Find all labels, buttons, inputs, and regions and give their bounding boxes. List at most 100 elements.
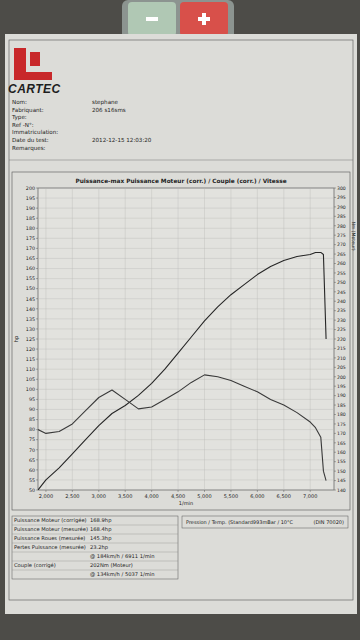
grid-line (38, 399, 334, 400)
y2-tick-label: 290 (337, 205, 346, 210)
y-tick-label: 190 (26, 206, 35, 211)
series-line (38, 252, 326, 490)
y-tick-label: 60 (29, 468, 35, 473)
y2-tick-label: 240 (337, 299, 346, 304)
tick (257, 490, 258, 492)
result-label: Puissance Roues (mesurée) (14, 535, 85, 541)
result-value: @ 184km/h / 6911 1/min (90, 553, 155, 559)
tick (334, 414, 336, 415)
grid-line (38, 369, 334, 370)
y-tick-label: 170 (26, 246, 35, 251)
tick (334, 471, 336, 472)
y-tick-label: 70 (29, 448, 35, 453)
tick (36, 208, 38, 209)
grid-line (38, 268, 334, 269)
grid-line (45, 188, 46, 490)
y-tick-label: 85 (29, 417, 35, 422)
grid-line (38, 459, 334, 460)
paper (5, 34, 357, 614)
y2-tick-label: 230 (337, 318, 346, 323)
tick (36, 459, 38, 460)
grid-line (38, 469, 334, 470)
x-tick-label: 4,000 (144, 493, 158, 499)
grid-line (38, 318, 334, 319)
grid-line (38, 490, 334, 491)
grid-line (38, 228, 334, 229)
grid-line (125, 188, 126, 490)
x-tick-label: 6,000 (250, 493, 264, 499)
grid-line (72, 188, 73, 490)
y-tick-label: 50 (29, 488, 35, 493)
y2-tick-label: 295 (337, 195, 346, 200)
grid-line (38, 328, 334, 329)
chart-title: Puissance-max Puissance Moteur (corr.) /… (75, 178, 286, 185)
y2-tick-label: 280 (337, 224, 346, 229)
y2-tick-label: 185 (337, 403, 346, 408)
tick (36, 198, 38, 199)
y2-tick-label: 275 (337, 233, 346, 238)
tick (334, 395, 336, 396)
result-value: 202Nm (Moteur) (90, 562, 133, 568)
plot-area (38, 188, 334, 490)
y-tick-label: 80 (29, 427, 35, 432)
plot-marks (38, 252, 326, 490)
tick (310, 490, 311, 492)
grid-line (178, 188, 179, 490)
grid-line (38, 439, 334, 440)
tick (334, 442, 336, 443)
icon-plus (146, 17, 158, 21)
y-tick-label: 140 (26, 307, 35, 312)
logo-text: CARTEC (8, 82, 61, 96)
y-tick-label: 180 (26, 226, 35, 231)
tick (36, 218, 38, 219)
y2-tick-label: 200 (337, 375, 346, 380)
grid-line (38, 218, 334, 219)
tick (334, 490, 336, 491)
y2-tick-label: 265 (337, 252, 346, 257)
y-axis-label: hp (13, 335, 20, 342)
x-tick-label: 3,000 (92, 493, 106, 499)
y2-tick-label: 155 (337, 459, 346, 464)
y-tick-label: 105 (26, 377, 35, 382)
grid-line (38, 288, 334, 289)
tick (36, 490, 38, 491)
field-label: Nom: (12, 99, 27, 105)
grid-line (230, 188, 231, 490)
y2-tick-label: 195 (337, 384, 346, 389)
standard: (DIN 70020) (314, 519, 345, 525)
grid-line (38, 188, 334, 189)
y2-tick-label: 180 (337, 412, 346, 417)
tick (36, 308, 38, 309)
tick (334, 405, 336, 406)
result-label: Couple (corrigé) (14, 562, 56, 569)
x-tick-label: 7,000 (303, 493, 317, 499)
x-axis-label: 1/min (179, 500, 193, 506)
result-label: Pertes Puissance (mesurée) (14, 544, 86, 550)
y-tick-label: 165 (26, 256, 35, 261)
tick (334, 206, 336, 207)
grid-line (38, 208, 334, 209)
tick (36, 339, 38, 340)
field-label: Type: (11, 114, 27, 121)
tick (36, 188, 38, 189)
result-value: 145.3hp (90, 535, 112, 542)
y2-tick-label: 250 (337, 280, 346, 285)
field-value: 206 s16sms (92, 107, 126, 113)
grid-line (38, 419, 334, 420)
y-tick-label: 200 (26, 186, 35, 191)
logo-mark (14, 48, 52, 80)
result-value: 168.4hp (90, 526, 112, 533)
x-tick-label: 2,000 (39, 493, 53, 499)
tick (45, 490, 46, 492)
tick (36, 409, 38, 410)
tick (334, 282, 336, 283)
background (0, 0, 360, 640)
separator (9, 160, 353, 161)
tick (334, 235, 336, 236)
tick (334, 367, 336, 368)
tick (334, 348, 336, 349)
tick (334, 254, 336, 255)
field-value: 2012-12-15 12:03:20 (92, 137, 152, 143)
grid-line (38, 238, 334, 239)
grid-line (257, 188, 258, 490)
